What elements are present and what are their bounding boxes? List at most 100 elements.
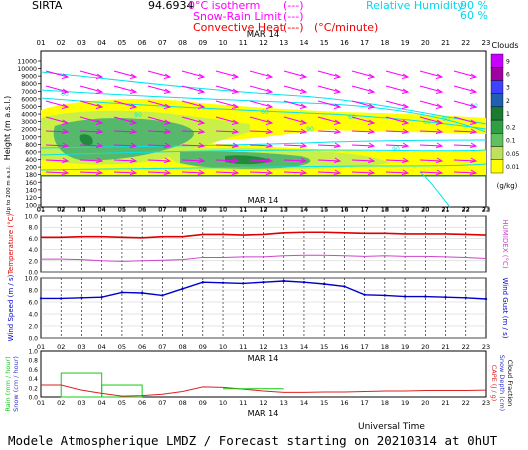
x-tick-label-top: 19: [401, 39, 410, 47]
wind-arrow: [283, 85, 307, 93]
wind-arrow: [419, 116, 443, 124]
x-tick-label-temp: 17: [360, 205, 368, 213]
legend-rh-60: 60 %: [460, 9, 488, 22]
x-tick-label-precip-top: 07: [158, 343, 166, 351]
wind-arrow: [113, 70, 137, 78]
x-tick-label-top: 07: [158, 39, 167, 47]
wind-arrow: [215, 159, 239, 162]
x-tick-label-mid: 23: [482, 206, 490, 214]
wind-arrow-head: [333, 88, 342, 94]
wind-arrow-head: [197, 128, 206, 134]
x-tick-label-mid: 04: [98, 206, 106, 214]
x-tick-label-bottom: 19: [401, 399, 409, 407]
colorbar-swatch: [490, 93, 504, 108]
colorbar-label: 3: [506, 85, 510, 92]
cloud-core-dark-lower: [225, 155, 272, 165]
clouds-title: Clouds: [491, 41, 518, 50]
wind-arrow: [45, 130, 69, 133]
wind-arrow: [453, 171, 477, 174]
wind-arrow: [317, 159, 341, 162]
wind-arrow: [385, 70, 409, 78]
wind-arrow: [45, 159, 69, 162]
rh-contour-label: 90: [442, 116, 450, 123]
wind-arrow: [147, 100, 171, 108]
x-tick-label-mid: 15: [320, 206, 328, 214]
wind-arrow: [385, 85, 409, 93]
x-tick-label-precip-top: 21: [441, 343, 449, 351]
wind-arrow: [283, 171, 307, 174]
x-tick-label-precip-top: 22: [462, 343, 470, 351]
wind-arrow: [113, 100, 137, 108]
y-tick-label-clouds: 4000: [21, 112, 37, 119]
y-tick-label-clouds: 2000: [21, 127, 37, 134]
gust-y-label: Wind Gust (m / s): [501, 277, 509, 338]
x-tick-label-bottom: 13: [280, 399, 288, 407]
wind-arrow-head: [129, 73, 138, 79]
wind-arrow: [351, 116, 375, 124]
wind-arrow: [45, 100, 69, 108]
wind-arrow-head: [231, 103, 240, 109]
date-label-bottom: MAR 14: [248, 409, 279, 418]
y-tick-label-clouds: 200: [25, 165, 37, 172]
wind-speed-point: [444, 296, 447, 299]
wind-arrow: [215, 130, 239, 133]
wind-arrow: [385, 171, 409, 174]
x-tick-label-bottom: 07: [158, 399, 166, 407]
wind-arrow-head: [367, 88, 376, 94]
x-tick-label-precip-top: 03: [77, 343, 85, 351]
wind-arrow-head: [265, 73, 274, 79]
y-tick-label-temp: 10.0: [25, 214, 39, 221]
wind-arrow: [113, 144, 137, 147]
x-tick-label-top: 11: [239, 39, 248, 47]
x-tick-label-precip-top: 17: [360, 343, 368, 351]
rh-contour: [40, 89, 487, 133]
model-title: Modele Atmospherique LMDZ / Forecast sta…: [8, 433, 498, 448]
wind-arrow-head: [299, 157, 308, 163]
wind-arrow-head: [95, 88, 104, 94]
x-tick-label-mid: 17: [360, 206, 368, 214]
snow-y-label: Snow (cm / hour): [12, 356, 20, 412]
wind-arrow: [249, 116, 273, 124]
wind-arrow-head: [95, 103, 104, 109]
wind-arrow: [453, 100, 477, 108]
wind-arrow-head: [401, 157, 410, 163]
wind-arrow: [147, 85, 171, 93]
wind-arrow-head: [401, 142, 410, 148]
colorbar-label: 0.2: [506, 124, 516, 131]
wind-arrow: [317, 85, 341, 93]
wind-arrow-head: [435, 142, 444, 148]
wind-arrow: [45, 70, 69, 78]
y-tick-label-temp: 2.0: [28, 258, 38, 265]
colorbar-label: 9: [506, 58, 510, 65]
colorbar-label: 0.01: [506, 164, 520, 171]
y-tick-label-wind: 6.0: [28, 300, 38, 307]
wind-arrow-head: [333, 169, 342, 175]
x-tick-label-mid: 21: [441, 206, 449, 214]
humidex-y-label: HUMIDEX (°C): [501, 219, 509, 268]
rh-contour: [40, 163, 487, 171]
x-tick-label-temp: 14: [300, 205, 308, 213]
wind-arrow-head: [333, 103, 342, 109]
wind-arrow-head: [333, 142, 342, 148]
x-tick-label-temp: 10: [219, 205, 227, 213]
x-tick-label-precip-top: 08: [178, 343, 186, 351]
wind-arrow: [215, 70, 239, 78]
x-tick-label-temp: 20: [421, 205, 429, 213]
wind-arrow: [215, 116, 239, 124]
temperature-line: [41, 231, 487, 239]
wind-arrow: [147, 130, 171, 133]
wind-arrow-head: [61, 142, 70, 148]
wind-arrow: [79, 171, 103, 174]
wind-arrow: [317, 100, 341, 108]
wind-arrow-head: [95, 73, 104, 79]
wind-speed-point: [161, 294, 164, 297]
x-tick-label-mid: 20: [421, 206, 429, 214]
wind-arrow-head: [197, 103, 206, 109]
wind-speed-point: [120, 291, 124, 294]
x-tick-label-temp: 05: [118, 205, 126, 213]
legend-convective-line: (---): [283, 21, 304, 34]
wind-arrow: [317, 171, 341, 174]
y-tick-label-clouds: 400: [25, 157, 37, 164]
x-tick-label-top: 12: [259, 39, 268, 47]
wind-arrow-head: [265, 157, 274, 163]
